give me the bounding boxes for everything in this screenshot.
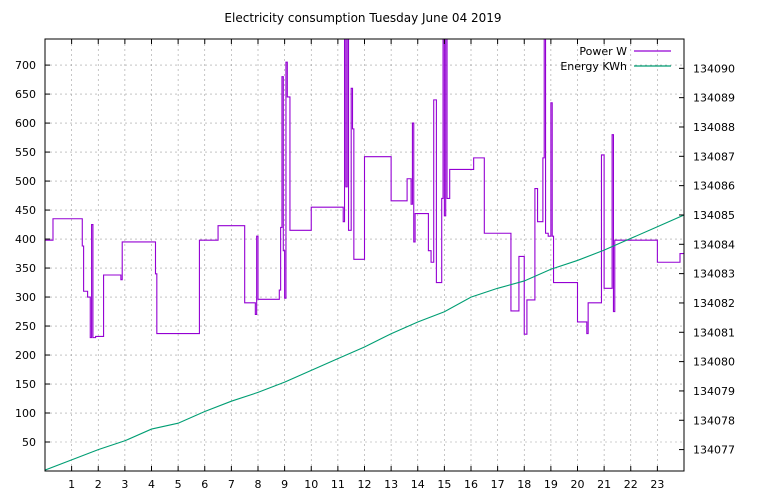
y2-tick-label: 134083: [693, 268, 735, 281]
y2-tick-label: 134077: [693, 444, 735, 457]
series-line-power: [45, 39, 684, 339]
y-tick-label: 300: [15, 291, 36, 304]
y-tick-label: 450: [15, 204, 36, 217]
x-tick-label: 22: [624, 478, 638, 491]
x-tick-label: 11: [331, 478, 345, 491]
y2-tick-label: 134079: [693, 385, 735, 398]
x-tick-label: 7: [228, 478, 235, 491]
legend-label: Power W: [579, 45, 627, 58]
x-tick-label: 3: [121, 478, 128, 491]
x-tick-label: 6: [201, 478, 208, 491]
x-tick-label: 8: [255, 478, 262, 491]
y2-tick-label: 134087: [693, 150, 735, 163]
y-tick-label: 150: [15, 378, 36, 391]
x-tick-label: 16: [464, 478, 478, 491]
legend: Power W Energy KWh: [560, 45, 671, 73]
y2-tick-label: 134090: [693, 62, 735, 75]
y-tick-label: 700: [15, 59, 36, 72]
series-line-energy: [45, 214, 684, 471]
legend-label: Energy KWh: [560, 60, 627, 73]
y-tick-label: 100: [15, 407, 36, 420]
y-tick-label: 50: [22, 436, 36, 449]
x-tick-label: 20: [571, 478, 585, 491]
y2-tick-label: 134078: [693, 414, 735, 427]
x-tick-label: 9: [281, 478, 288, 491]
y-tick-label: 600: [15, 117, 36, 130]
y2-tick-label: 134081: [693, 326, 735, 339]
y-tick-label: 250: [15, 320, 36, 333]
y-tick-label: 650: [15, 88, 36, 101]
grid: [45, 39, 684, 471]
x-tick-label: 4: [148, 478, 155, 491]
x-tick-label: 15: [437, 478, 451, 491]
ticks: 1 2 3 4 5 6 7 8 9 10 11 12 13 14 15 16 17 18 19 20 21 22 23501…: [15, 39, 735, 491]
x-tick-label: 12: [358, 478, 372, 491]
x-tick-label: 17: [491, 478, 505, 491]
y2-tick-label: 134086: [693, 180, 735, 193]
x-tick-label: 13: [384, 478, 398, 491]
y-tick-label: 500: [15, 175, 36, 188]
x-tick-label: 23: [650, 478, 664, 491]
y2-tick-label: 134082: [693, 297, 735, 310]
x-tick-label: 1: [68, 478, 75, 491]
x-tick-label: 14: [411, 478, 425, 491]
x-tick-label: 10: [304, 478, 318, 491]
x-tick-label: 2: [95, 478, 102, 491]
y2-tick-label: 134089: [693, 92, 735, 105]
y2-tick-label: 134084: [693, 238, 735, 251]
chart-title: Electricity consumption Tuesday June 04 …: [224, 11, 501, 25]
y-tick-label: 550: [15, 146, 36, 159]
y2-tick-label: 134088: [693, 121, 735, 134]
x-tick-label: 19: [544, 478, 558, 491]
y-tick-label: 350: [15, 262, 36, 275]
y-tick-label: 400: [15, 233, 36, 246]
x-tick-label: 18: [517, 478, 531, 491]
series-layer: [45, 39, 684, 471]
y2-tick-label: 134085: [693, 209, 735, 222]
y-tick-label: 200: [15, 349, 36, 362]
x-tick-label: 5: [175, 478, 182, 491]
x-tick-label: 21: [597, 478, 611, 491]
y2-tick-label: 134080: [693, 356, 735, 369]
